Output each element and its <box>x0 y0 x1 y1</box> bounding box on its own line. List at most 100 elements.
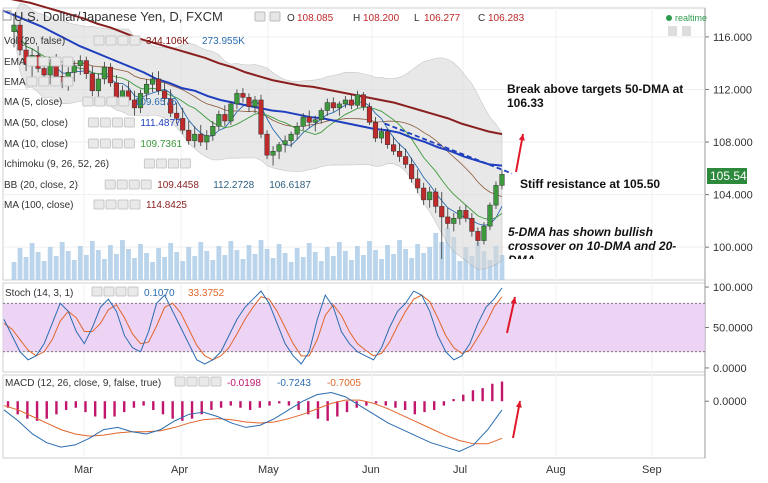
candle-body[interactable] <box>41 68 47 76</box>
candle-body[interactable] <box>288 133 294 141</box>
panel-control-icon[interactable] <box>174 376 186 387</box>
candle-body[interactable] <box>119 90 125 98</box>
candle-body[interactable] <box>469 217 475 232</box>
indicator-control-icon[interactable] <box>123 138 135 149</box>
candle-body[interactable] <box>499 174 505 186</box>
candle-body[interactable] <box>95 78 101 92</box>
candle-body[interactable] <box>487 204 493 227</box>
indicator-control-icon[interactable] <box>99 138 111 149</box>
indicator-control-icon[interactable] <box>118 96 130 107</box>
candle-body[interactable] <box>427 191 433 201</box>
candle-body[interactable] <box>204 135 210 143</box>
candle-body[interactable] <box>463 210 469 219</box>
indicator-control-icon[interactable] <box>123 117 135 128</box>
candle-body[interactable] <box>228 103 234 122</box>
indicator-control-icon[interactable] <box>116 179 128 190</box>
indicator-control-icon[interactable] <box>167 158 179 169</box>
indicator-control-icon[interactable] <box>99 117 111 128</box>
candle-body[interactable] <box>17 24 23 51</box>
indicator-control-icon[interactable] <box>104 179 116 190</box>
candle-body[interactable] <box>330 102 336 109</box>
candle-body[interactable] <box>162 90 168 99</box>
candle-body[interactable] <box>397 150 403 157</box>
candle-body[interactable] <box>415 178 421 189</box>
candle-body[interactable] <box>222 114 228 122</box>
candle-body[interactable] <box>150 78 156 85</box>
candle-body[interactable] <box>240 93 246 98</box>
watchlist-icon[interactable] <box>668 26 677 36</box>
candle-body[interactable] <box>384 131 391 145</box>
candle-body[interactable] <box>439 206 445 218</box>
indicator-control-icon[interactable] <box>105 199 117 210</box>
candle-body[interactable] <box>77 60 83 67</box>
candle-body[interactable] <box>258 99 264 135</box>
candle-body[interactable] <box>475 231 481 241</box>
candle-body[interactable] <box>451 217 457 224</box>
panel-control-icon[interactable] <box>115 286 127 297</box>
candle-body[interactable] <box>156 78 162 92</box>
indicator-control-icon[interactable] <box>62 56 74 67</box>
candle-body[interactable] <box>192 133 198 141</box>
indicator-control-icon[interactable] <box>82 96 94 107</box>
candle-body[interactable] <box>433 191 439 207</box>
candle-body[interactable] <box>101 66 107 80</box>
indicator-control-icon[interactable] <box>38 56 50 67</box>
candle-body[interactable] <box>180 118 186 131</box>
candle-body[interactable] <box>174 112 180 119</box>
indicator-control-icon[interactable] <box>129 199 141 210</box>
indicator-control-icon[interactable] <box>106 96 118 107</box>
panel-control-icon[interactable] <box>198 376 210 387</box>
candle-body[interactable] <box>143 83 150 94</box>
candle-body[interactable] <box>409 164 415 180</box>
candle-body[interactable] <box>391 144 397 152</box>
candle-body[interactable] <box>246 97 252 107</box>
indicator-control-icon[interactable] <box>62 76 74 87</box>
candle-body[interactable] <box>186 129 192 141</box>
indicator-control-icon[interactable] <box>128 179 140 190</box>
panel-control-icon[interactable] <box>186 376 198 387</box>
candle-body[interactable] <box>348 99 354 106</box>
candle-body[interactable] <box>366 106 373 123</box>
candle-body[interactable] <box>457 210 463 219</box>
indicator-control-icon[interactable] <box>50 56 62 67</box>
indicator-control-icon[interactable] <box>50 76 62 87</box>
candle-body[interactable] <box>264 133 270 156</box>
indicator-control-icon[interactable] <box>117 35 129 46</box>
candle-body[interactable] <box>403 156 409 165</box>
candle-body[interactable] <box>210 126 216 136</box>
candle-body[interactable] <box>378 131 385 139</box>
candle-body[interactable] <box>372 122 379 139</box>
candle-body[interactable] <box>300 116 306 127</box>
candle-body[interactable] <box>294 126 300 135</box>
candle-body[interactable] <box>312 119 318 123</box>
candle-body[interactable] <box>198 133 204 143</box>
indicator-control-icon[interactable] <box>179 158 191 169</box>
candle-body[interactable] <box>107 66 113 84</box>
candle-body[interactable] <box>89 73 95 92</box>
candle-body[interactable] <box>493 185 499 206</box>
panel-control-icon[interactable] <box>210 376 222 387</box>
candle-body[interactable] <box>276 144 282 152</box>
candle-body[interactable] <box>71 65 77 73</box>
indicator-control-icon[interactable] <box>105 35 117 46</box>
candle-body[interactable] <box>445 216 451 224</box>
candle-body[interactable] <box>252 99 258 107</box>
panel-control-icon[interactable] <box>127 286 139 297</box>
candle-body[interactable] <box>342 99 348 105</box>
candle-body[interactable] <box>47 62 53 76</box>
candle-body[interactable] <box>306 116 312 123</box>
indicator-control-icon[interactable] <box>155 158 167 169</box>
candle-body[interactable] <box>324 102 330 111</box>
candle-body[interactable] <box>83 60 89 74</box>
indicator-control-icon[interactable] <box>93 199 105 210</box>
indicator-control-icon[interactable] <box>111 138 123 149</box>
candle-body[interactable] <box>168 98 174 114</box>
candle-body[interactable] <box>481 225 487 241</box>
indicator-control-icon[interactable] <box>87 138 99 149</box>
candle-body[interactable] <box>234 93 240 105</box>
indicator-control-icon[interactable] <box>87 117 99 128</box>
candle-body[interactable] <box>270 150 276 156</box>
indicator-control-icon[interactable] <box>117 199 129 210</box>
candle-body[interactable] <box>137 93 144 109</box>
indicator-control-icon[interactable] <box>26 56 38 67</box>
